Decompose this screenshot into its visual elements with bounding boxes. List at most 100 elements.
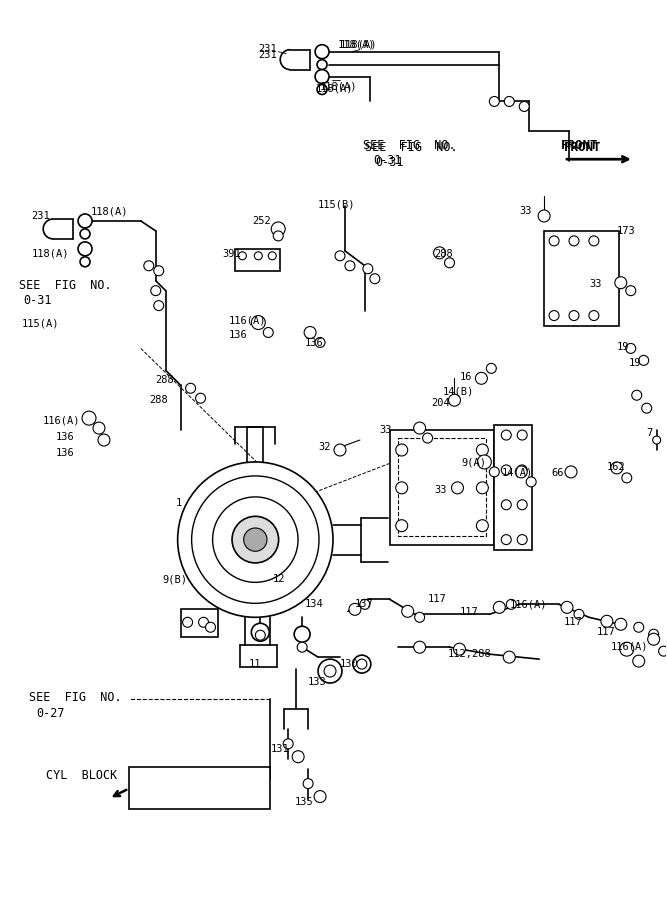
Text: 33: 33 [380,425,392,435]
Circle shape [452,482,464,494]
Circle shape [396,519,408,532]
Circle shape [255,630,265,640]
Bar [181,609,219,637]
Text: 117: 117 [564,617,583,627]
Text: 162: 162 [607,462,626,472]
Circle shape [414,422,426,434]
Circle shape [154,266,163,275]
Circle shape [653,436,660,444]
Circle shape [658,646,667,656]
Bar [235,248,280,271]
Circle shape [396,444,408,456]
Text: 252: 252 [252,216,271,226]
Text: 118(A): 118(A) [320,82,358,92]
Circle shape [191,476,319,603]
Circle shape [642,403,652,413]
Circle shape [490,467,500,477]
Text: 19: 19 [617,342,630,353]
Circle shape [494,601,506,613]
Circle shape [271,222,285,236]
Circle shape [434,247,446,259]
Text: 118(A): 118(A) [316,84,354,94]
Circle shape [448,394,460,406]
Circle shape [490,96,500,106]
Circle shape [78,214,92,228]
Text: 133: 133 [308,677,327,687]
Circle shape [648,634,660,645]
Text: 118(A): 118(A) [91,206,129,216]
Text: 136: 136 [56,448,75,458]
Text: 116(A): 116(A) [228,316,266,326]
Circle shape [360,599,370,609]
Circle shape [98,434,110,446]
Circle shape [615,618,627,630]
Circle shape [154,301,163,310]
Circle shape [476,373,488,384]
Circle shape [526,477,536,487]
Circle shape [569,236,579,246]
Text: 1: 1 [175,498,182,508]
Bar [398,438,486,536]
Circle shape [82,411,96,425]
Circle shape [615,276,627,289]
Circle shape [317,85,327,94]
Circle shape [93,422,105,434]
Text: SEE  FIG  NO.: SEE FIG NO. [363,140,456,152]
Text: 33: 33 [519,206,532,216]
Circle shape [263,328,273,338]
Circle shape [232,517,279,562]
Circle shape [649,629,658,639]
Circle shape [402,606,414,617]
Circle shape [183,617,193,627]
Bar [494,425,532,550]
Text: 9(B): 9(B) [163,574,187,584]
Circle shape [315,45,329,58]
Circle shape [454,644,466,655]
Circle shape [478,455,492,469]
Circle shape [589,310,599,320]
Circle shape [315,69,329,84]
Circle shape [251,624,269,641]
Text: 116(A): 116(A) [611,641,648,652]
Circle shape [303,778,313,788]
Text: 12: 12 [272,574,285,584]
Bar [390,430,494,544]
Circle shape [318,659,342,683]
Circle shape [283,739,293,749]
Circle shape [251,316,265,329]
Text: CYL  BLOCK: CYL BLOCK [46,769,117,782]
Circle shape [414,641,426,653]
Circle shape [626,285,636,295]
Circle shape [144,261,154,271]
Circle shape [502,430,512,440]
Circle shape [639,356,649,365]
Text: 33: 33 [589,279,602,289]
Text: FRONT: FRONT [561,140,598,152]
Circle shape [517,430,527,440]
Text: SEE  FIG  NO.: SEE FIG NO. [19,279,112,292]
Text: 173: 173 [617,226,636,236]
Circle shape [502,535,512,544]
Text: 11: 11 [248,659,261,669]
Circle shape [486,364,496,374]
Circle shape [444,257,454,268]
Circle shape [195,393,205,403]
Circle shape [205,622,215,632]
Text: 14(B): 14(B) [442,386,474,396]
Text: 288: 288 [435,248,454,259]
Circle shape [476,482,488,494]
Circle shape [506,599,516,609]
Text: 66: 66 [551,468,564,478]
Circle shape [626,344,636,354]
Text: 391: 391 [223,248,241,259]
Circle shape [549,310,559,320]
Circle shape [574,609,584,619]
Circle shape [620,643,634,656]
Text: 115(A): 115(A) [21,319,59,328]
Circle shape [297,643,307,652]
Circle shape [363,264,373,274]
Circle shape [423,433,433,443]
Circle shape [334,444,346,456]
Text: 288: 288 [155,375,175,385]
Circle shape [238,252,246,260]
